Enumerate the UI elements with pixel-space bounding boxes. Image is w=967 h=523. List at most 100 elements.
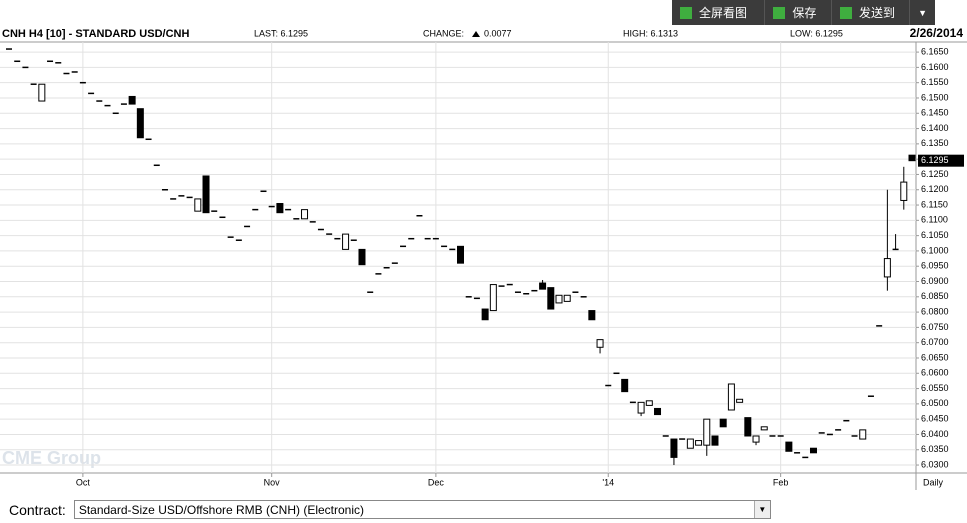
candle-body xyxy=(695,440,703,446)
candle-body xyxy=(637,401,645,414)
button-label: 发送到 xyxy=(859,6,896,20)
y-tick-label: 6.1150 xyxy=(921,199,948,209)
candle-body xyxy=(744,417,752,437)
chart-title: CNH H4 [10] - STANDARD USD/CNH xyxy=(2,28,189,40)
y-tick-label: 6.1550 xyxy=(921,77,949,87)
y-tick-label: 6.0300 xyxy=(921,459,949,469)
candle-body xyxy=(711,435,719,446)
candle-body xyxy=(621,378,629,393)
candle-body xyxy=(276,203,284,214)
candle-body xyxy=(654,407,662,416)
candle-body xyxy=(202,175,210,214)
candle-body xyxy=(358,248,366,266)
candle-body xyxy=(900,181,908,201)
up-arrow xyxy=(472,31,480,37)
y-tick-label: 6.0500 xyxy=(921,398,949,408)
price-marker xyxy=(918,154,964,167)
candle-body xyxy=(908,154,916,162)
button-label: 保存 xyxy=(792,6,817,20)
x-tick-label: Feb xyxy=(773,477,789,487)
chart: CNH H4 [10] - STANDARD USD/CNH LAST: 6.1… xyxy=(0,26,967,490)
x-tick-label: '14 xyxy=(602,477,614,487)
y-tick-label: 6.0950 xyxy=(921,261,949,271)
y-tick-label: 6.1050 xyxy=(921,230,949,240)
y-tick-label: 6.0700 xyxy=(921,337,949,347)
candle-body xyxy=(809,447,817,454)
candle-body xyxy=(670,438,678,458)
candle-body xyxy=(481,308,489,321)
candle-body xyxy=(301,209,309,220)
send-button[interactable]: 发送到 xyxy=(832,0,911,25)
candle-body xyxy=(555,294,563,304)
y-tick-label: 6.1600 xyxy=(921,62,949,72)
toolbar: 全屏看图 保存 发送到 ▼ xyxy=(672,0,935,25)
candle-body xyxy=(686,438,694,449)
candle-body xyxy=(588,310,596,321)
x-tick-label: Oct xyxy=(76,477,91,487)
candle-body xyxy=(645,400,653,406)
candle-body xyxy=(457,245,464,264)
y-tick-label: 6.0750 xyxy=(921,322,949,332)
y-tick-label: 6.0600 xyxy=(921,368,949,378)
change-label: CHANGE: xyxy=(423,28,464,38)
y-tick-label: 6.1350 xyxy=(921,138,949,148)
contract-row: Contract: Standard-Size USD/Offshore RMB… xyxy=(9,500,771,519)
y-tick-label: 6.0900 xyxy=(921,276,949,286)
y-tick-label: 6.1250 xyxy=(921,169,949,179)
y-tick-label: 6.0450 xyxy=(921,414,949,424)
dropdown-button[interactable]: ▼ xyxy=(918,7,928,18)
x-tick-label: Dec xyxy=(428,477,445,487)
change-value: 0.0077 xyxy=(484,28,512,38)
candle-body xyxy=(128,95,136,105)
candle-body xyxy=(760,426,768,431)
y-tick-label: 6.0350 xyxy=(921,444,949,454)
candle-body xyxy=(719,418,727,428)
candle-body xyxy=(38,83,46,102)
fullscreen-button[interactable]: 全屏看图 xyxy=(672,0,766,25)
candle-body xyxy=(883,258,891,278)
y-tick-label: 6.0400 xyxy=(921,429,949,439)
candle-body xyxy=(752,435,760,443)
y-tick-label: 6.1650 xyxy=(921,46,949,56)
icon xyxy=(840,6,852,19)
price-marker-label: 6.1295 xyxy=(921,155,949,165)
low-price: LOW: 6.1295 xyxy=(790,28,843,38)
y-tick-label: 6.0800 xyxy=(921,306,949,316)
x-unit-label: Daily xyxy=(923,477,944,487)
candle-body xyxy=(563,294,571,302)
candle-body xyxy=(596,339,604,348)
candle-body xyxy=(342,233,350,250)
y-tick-label: 6.1400 xyxy=(921,123,949,133)
candle-body xyxy=(539,282,547,290)
icon xyxy=(680,6,692,19)
y-tick-label: 6.1200 xyxy=(921,184,949,194)
y-tick-label: 6.1000 xyxy=(921,245,949,255)
x-tick-label: Nov xyxy=(264,477,281,487)
candle-body xyxy=(194,198,202,212)
y-tick-label: 6.0650 xyxy=(921,352,949,362)
button-label: 全屏看图 xyxy=(699,6,748,20)
candle-body xyxy=(736,398,744,403)
y-tick-label: 6.1450 xyxy=(921,108,949,118)
select-arrow: ▼ xyxy=(753,501,770,518)
watermark: CME Group xyxy=(2,448,101,468)
candle-body xyxy=(703,418,711,446)
candle-body xyxy=(547,287,555,310)
y-tick-label: 6.1100 xyxy=(921,215,948,225)
contract-select[interactable]: Standard-Size USD/Offshore RMB (CNH) (El… xyxy=(73,500,771,519)
candle-body xyxy=(859,429,867,440)
y-tick-label: 6.0850 xyxy=(921,291,949,301)
high-price: HIGH: 6.1313 xyxy=(623,28,678,38)
candle-body xyxy=(785,441,793,452)
y-tick-label: 6.0550 xyxy=(921,383,949,393)
last-price: LAST: 6.1295 xyxy=(254,28,308,38)
y-tick-label: 6.1500 xyxy=(921,92,949,102)
contract-label: Contract: xyxy=(9,501,66,518)
save-button[interactable]: 保存 xyxy=(765,0,832,25)
candle-body xyxy=(136,108,144,139)
candle-body xyxy=(489,284,497,312)
candle-body xyxy=(727,383,735,411)
contract-value: Standard-Size USD/Offshore RMB (CNH) (El… xyxy=(78,502,364,517)
icon xyxy=(773,6,786,19)
